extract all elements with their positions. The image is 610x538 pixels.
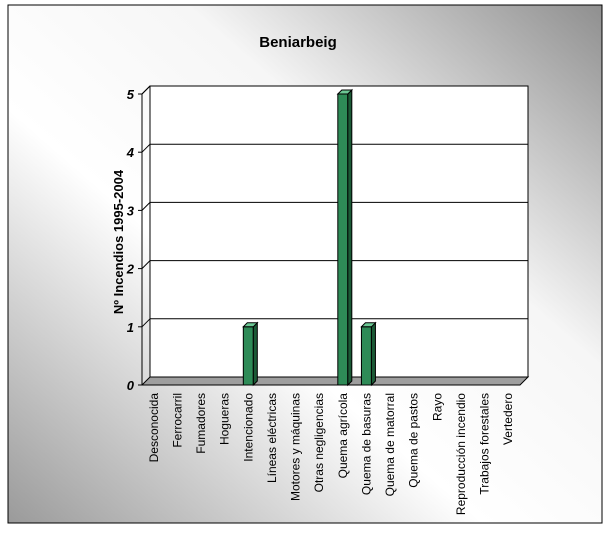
bar-top <box>336 89 354 95</box>
plot-area: 0 1 2 3 4 5 Desconocida Ferrocarril Fumadores Hog… <box>126 85 530 515</box>
bar-top <box>360 322 377 328</box>
y-tick-label: 3 <box>127 203 135 218</box>
y-axis-depth <box>141 85 151 95</box>
bar-side <box>347 88 353 387</box>
bar-front <box>337 93 349 386</box>
y-tick-label: 0 <box>127 378 135 393</box>
x-tick-label: Desconocida <box>147 393 161 463</box>
x-tick-label: Quema de matorral <box>383 393 397 496</box>
x-tick-label: Fumadores <box>194 393 208 454</box>
gridline-depth <box>141 260 151 269</box>
x-tick-label: Líneas eléctricas <box>265 393 279 483</box>
bar-front <box>242 326 254 386</box>
bar-front <box>360 326 372 386</box>
x-tick-label: Trabajos forestales <box>478 393 492 495</box>
chart-floor <box>140 376 530 386</box>
y-tick-label: 2 <box>126 262 135 277</box>
gridline-depth <box>141 202 151 211</box>
gridline-depth <box>141 318 151 328</box>
x-tick-label: Vertedero <box>501 393 515 445</box>
x-tick-label: Rayo <box>430 393 444 421</box>
gridline-depth <box>141 143 151 153</box>
y-tick-label: 4 <box>126 145 135 160</box>
y-tick-label: 1 <box>127 320 134 335</box>
x-tick-label: Otras negligencias <box>312 393 326 492</box>
x-tick-label: Motores y máquinas <box>289 393 303 501</box>
bar-side <box>370 321 376 387</box>
y-axis-label: Nº Incendios 1995-2004 <box>111 169 126 314</box>
x-tick-label: Intencionado <box>241 393 255 462</box>
x-tick-label: Quema de basuras <box>359 393 373 495</box>
x-tick-label: Quema agrícola <box>336 393 350 479</box>
x-tick-label: Reproducción incendio <box>454 393 468 515</box>
x-tick-label: Hogueras <box>218 393 232 445</box>
bar-side <box>252 321 258 387</box>
y-tick-label: 5 <box>127 87 135 102</box>
chart-title: Beniarbeig <box>259 34 337 51</box>
bar-top <box>242 322 259 328</box>
x-tick-label: Ferrocarril <box>170 393 184 448</box>
x-tick-label: Quema de pastos <box>407 393 421 488</box>
